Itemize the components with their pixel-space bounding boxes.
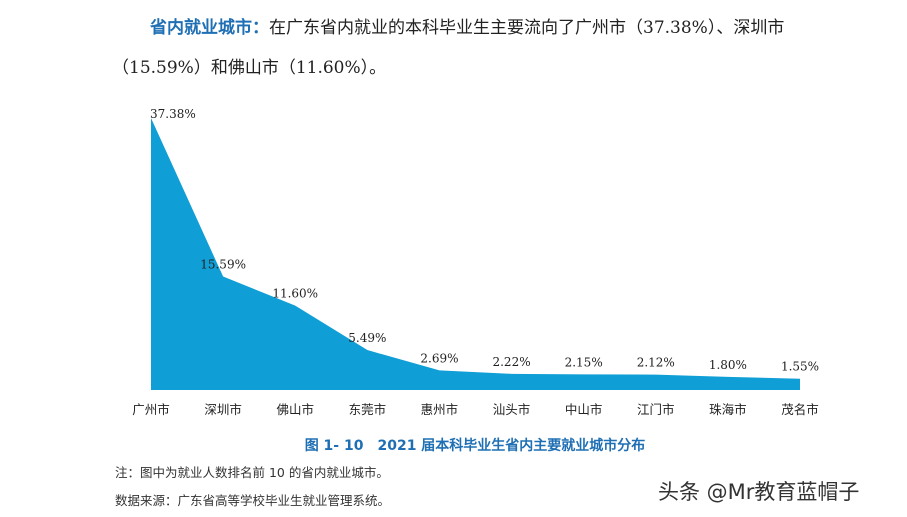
x-tick-label: 深圳市: [204, 402, 242, 417]
x-tick-label: 东莞市: [349, 402, 387, 417]
chart: 37.38% 广州市 15.59% 深圳市 11.60% 佛山市 5.49% 东莞市 2.69%…: [132, 107, 819, 417]
note: 数据来源：广东省高等学校毕业生就业管理系统。: [115, 493, 391, 508]
x-tick-label: 中山市: [565, 402, 603, 417]
data-label: 5.49%: [348, 331, 386, 345]
area: [151, 118, 800, 390]
caption: 图 1- 10 2021 届本科毕业生省内主要就业城市分布: [304, 438, 646, 454]
data-label: 15.59%: [200, 258, 246, 272]
paragraph: 省内就业城市：在广东省内就业的本科毕业生主要流向了广州市（37.38%）、深圳市…: [112, 8, 840, 88]
data-label: 2.69%: [420, 351, 458, 365]
watermark: 头条 @Mr教育蓝帽子: [658, 480, 860, 504]
data-label: 1.80%: [709, 358, 747, 372]
data-label: 2.15%: [565, 355, 603, 369]
data-label: 1.55%: [781, 360, 819, 374]
x-tick-label: 佛山市: [276, 402, 314, 417]
data-label: 2.12%: [637, 356, 675, 370]
lead: 省内就业城市：: [150, 18, 269, 38]
x-tick-label: 惠州市: [421, 402, 459, 417]
x-tick-label: 广州市: [132, 402, 170, 417]
data-label: 37.38%: [150, 107, 196, 121]
x-tick-label: 茂名市: [781, 402, 819, 417]
note: 注：图中为就业人数排名前 10 的省内就业城市。: [115, 465, 389, 480]
paragraph-text: 在广东省内就业的本科毕业生主要流向了广州市（37.38%）、深圳市（15.59%…: [112, 18, 785, 78]
x-tick-label: 汕头市: [493, 402, 531, 417]
data-label: 2.22%: [492, 355, 530, 369]
data-label: 11.60%: [272, 287, 318, 301]
x-tick-label: 江门市: [637, 402, 675, 417]
x-tick-label: 珠海市: [709, 402, 747, 417]
